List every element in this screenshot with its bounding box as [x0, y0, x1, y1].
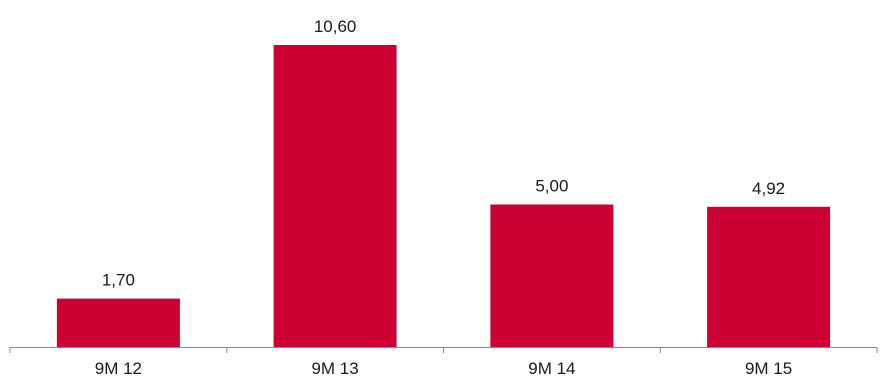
bars-layer	[56, 45, 831, 347]
bar-0	[56, 298, 180, 347]
value-label-3: 4,92	[752, 179, 785, 198]
x-tick-labels: 9M 12 9M 13 9M 14 9M 15	[95, 359, 792, 378]
value-label-1: 10,60	[314, 17, 357, 36]
value-label-0: 1,70	[102, 271, 135, 290]
x-axis	[9, 347, 878, 353]
x-tick-label-3: 9M 15	[745, 359, 792, 378]
bar-1	[273, 45, 397, 347]
x-tick-label-1: 9M 13	[311, 359, 358, 378]
value-labels-layer: 1,70 10,60 5,00 4,92	[102, 17, 785, 290]
value-label-2: 5,00	[535, 177, 568, 196]
bar-2	[490, 204, 614, 347]
x-tick-label-0: 9M 12	[95, 359, 142, 378]
x-tick-label-2: 9M 14	[528, 359, 575, 378]
bar-3	[707, 206, 831, 347]
